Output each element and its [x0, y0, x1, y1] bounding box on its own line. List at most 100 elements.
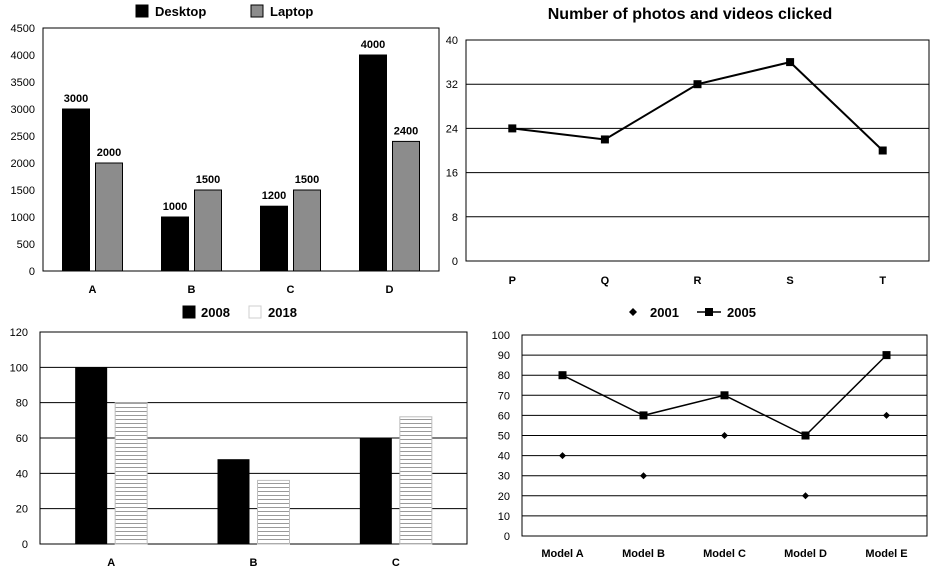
data-label: 1500: [295, 174, 319, 186]
y-tick-label: 3500: [11, 77, 35, 89]
chart-1-desktop-laptop: Desktop Laptop 0 500 1000 1500 2000 2500 3000 3…: [11, 4, 440, 296]
chart-1-y-axis: 0 500 1000 1500 2000 2500 3000 3500 4000 4500: [11, 23, 35, 278]
bar-2008-b: [217, 459, 250, 544]
y-tick-label: 2000: [11, 158, 35, 170]
x-category-label: Model D: [784, 548, 827, 560]
x-category-label: S: [786, 275, 793, 287]
y-tick-label: 0: [452, 256, 458, 268]
x-category-label: A: [89, 284, 97, 296]
x-category-label: D: [386, 284, 394, 296]
x-category-label: C: [392, 557, 400, 569]
point-t: [878, 146, 887, 155]
y-tick-label: 70: [498, 390, 510, 402]
series-line: [512, 61, 884, 152]
chart-2-plot-frame: [465, 39, 930, 262]
y-tick-label: 10: [498, 511, 510, 523]
point-2001-0: [559, 452, 566, 460]
y-tick-label: 100: [492, 330, 510, 342]
y-tick-label: 32: [446, 79, 458, 91]
bar-2008-a: [75, 367, 108, 544]
x-category-label: P: [509, 275, 516, 287]
chart-4-series: [558, 351, 891, 500]
y-tick-label: 16: [446, 168, 458, 180]
bar-desktop-d: [359, 54, 387, 272]
y-tick-label: 1000: [11, 212, 35, 224]
bar-desktop-c: [260, 205, 288, 272]
y-tick-label: 4500: [11, 23, 35, 35]
chart-2-x-axis: P Q R S T: [509, 275, 887, 287]
y-tick-label: 30: [498, 471, 510, 483]
chart-4-x-axis: Model A Model B Model C Model D Model E: [541, 548, 907, 560]
data-label: 2400: [394, 125, 418, 137]
y-tick-label: 1500: [11, 185, 35, 197]
x-category-label: C: [287, 284, 295, 296]
point-2005-3: [801, 431, 810, 440]
chart-3-y-axis: 0 20 40 60 80 100 120: [10, 327, 28, 551]
legend-marker-2001: [629, 308, 637, 316]
point-s: [786, 58, 795, 67]
chart-3-gridlines: [40, 366, 467, 510]
chart-1-legend: Desktop Laptop: [135, 4, 313, 19]
x-category-label: B: [188, 284, 196, 296]
y-tick-label: 40: [498, 451, 510, 463]
legend-swatch-desktop: [135, 4, 149, 18]
point-2005-1: [639, 411, 648, 420]
chart-1-bars: 3000 2000 1000 1500 1200 1500 4000 2400: [62, 39, 420, 272]
legend-label-laptop: Laptop: [270, 4, 313, 19]
legend-label-2001: 2001: [650, 305, 679, 320]
y-tick-label: 0: [29, 266, 35, 278]
x-category-label: Model A: [541, 548, 583, 560]
point-2001-3: [802, 492, 809, 500]
chart-3-legend: 2008 2018: [182, 305, 297, 320]
chart-2-title: Number of photos and videos clicked: [548, 6, 833, 23]
y-tick-label: 90: [498, 350, 510, 362]
y-tick-label: 4000: [11, 50, 35, 62]
point-2001-2: [721, 432, 728, 439]
point-2005-2: [720, 391, 729, 400]
bar-desktop-a: [62, 108, 90, 272]
point-2005-4: [882, 351, 891, 360]
bar-2018-a: [114, 402, 148, 545]
x-category-label: Model E: [865, 548, 907, 560]
data-label: 4000: [361, 39, 385, 51]
legend-swatch-2008: [182, 305, 196, 319]
data-label: 3000: [64, 93, 88, 105]
point-2001-4: [883, 411, 890, 419]
y-tick-label: 40: [446, 35, 458, 47]
chart-4-models: 2001 2005 0 10 20 30 40 50 60 70 80 90 100 Model A…: [492, 305, 928, 560]
x-category-label: A: [107, 557, 115, 569]
chart-1-x-axis: A B C D: [89, 284, 394, 296]
y-tick-label: 20: [498, 491, 510, 503]
chart-3-bars: [75, 367, 433, 545]
chart-4-legend: 2001 2005: [629, 305, 756, 320]
x-category-label: R: [694, 275, 702, 287]
chart-4-y-axis: 0 10 20 30 40 50 60 70 80 90 100: [492, 330, 510, 543]
chart-3-2008-2018: 2008 2018 0 20 40 60 80 100 120 A B C: [10, 305, 468, 569]
legend-marker-2005: [705, 308, 713, 316]
legend-label-desktop: Desktop: [155, 4, 206, 19]
point-p: [508, 124, 517, 133]
legend-label-2018: 2018: [268, 305, 297, 320]
point-q: [600, 135, 609, 144]
legend-label-2005: 2005: [727, 305, 756, 320]
y-tick-label: 80: [498, 370, 510, 382]
chart-2-photos-videos: Number of photos and videos clicked 0 8 16…: [446, 6, 930, 287]
bar-laptop-b: [194, 189, 222, 272]
chart-1-plot-frame: [42, 27, 440, 272]
y-tick-label: 80: [16, 398, 28, 410]
y-tick-label: 500: [17, 239, 35, 251]
legend-label-2008: 2008: [201, 305, 230, 320]
bar-2008-c: [359, 438, 392, 544]
bar-desktop-b: [161, 216, 189, 272]
y-tick-label: 60: [498, 410, 510, 422]
y-tick-label: 0: [504, 531, 510, 543]
y-tick-label: 50: [498, 431, 510, 443]
y-tick-label: 2500: [11, 131, 35, 143]
chart-4-gridlines: [522, 354, 927, 517]
chart-2-gridlines: [466, 83, 929, 218]
point-2005-0: [558, 371, 567, 380]
data-label: 1500: [196, 174, 220, 186]
y-tick-label: 60: [16, 433, 28, 445]
point-2001-1: [640, 472, 647, 480]
